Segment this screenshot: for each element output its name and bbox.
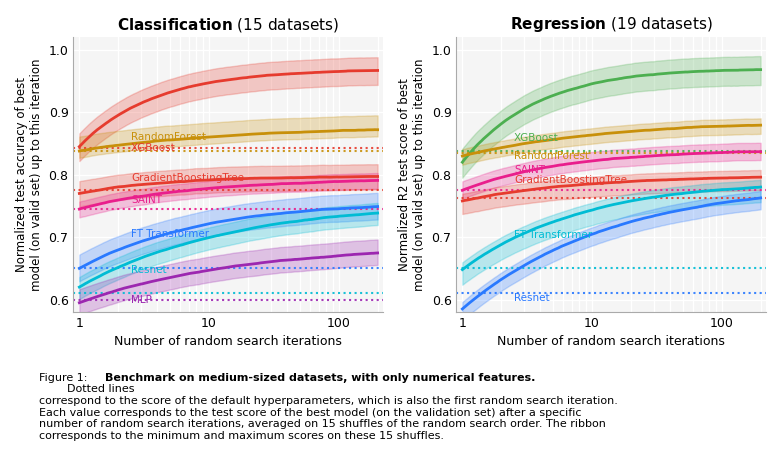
Text: Dotted lines
correspond to the score of the default hyperparameters, which is al: Dotted lines correspond to the score of … [39, 373, 618, 441]
Text: XGBoost: XGBoost [131, 143, 176, 153]
X-axis label: Number of random search iterations: Number of random search iterations [497, 336, 725, 349]
Text: Resnet: Resnet [514, 293, 550, 303]
Text: MLP: MLP [131, 295, 152, 305]
Text: GradientBoostingTree: GradientBoostingTree [514, 175, 627, 185]
Text: Benchmark on medium-sized datasets, with only numerical features.: Benchmark on medium-sized datasets, with… [105, 373, 536, 383]
Text: SAINT: SAINT [131, 195, 162, 205]
Title: $\bf{Classification}$ (15 datasets): $\bf{Classification}$ (15 datasets) [117, 15, 340, 34]
X-axis label: Number of random search iterations: Number of random search iterations [114, 336, 342, 349]
Text: FT Transformer: FT Transformer [514, 230, 592, 240]
Text: RandomForest: RandomForest [131, 132, 206, 142]
Title: $\bf{Regression}$ (19 datasets): $\bf{Regression}$ (19 datasets) [510, 15, 712, 34]
Text: RandomForest: RandomForest [514, 151, 589, 161]
Text: FT Transformer: FT Transformer [131, 229, 209, 239]
Y-axis label: Normalized test accuracy of best
model (on valid set) up to this iteration: Normalized test accuracy of best model (… [15, 58, 43, 291]
Text: SAINT: SAINT [514, 164, 545, 175]
Text: Figure 1:: Figure 1: [39, 373, 91, 383]
Text: GradientBoostingTree: GradientBoostingTree [131, 173, 244, 183]
Text: Resnet: Resnet [131, 265, 166, 274]
Y-axis label: Normalized R2 test score of best
model (on valid set) up to this iteration: Normalized R2 test score of best model (… [398, 58, 426, 291]
Text: XGBoost: XGBoost [514, 133, 558, 144]
